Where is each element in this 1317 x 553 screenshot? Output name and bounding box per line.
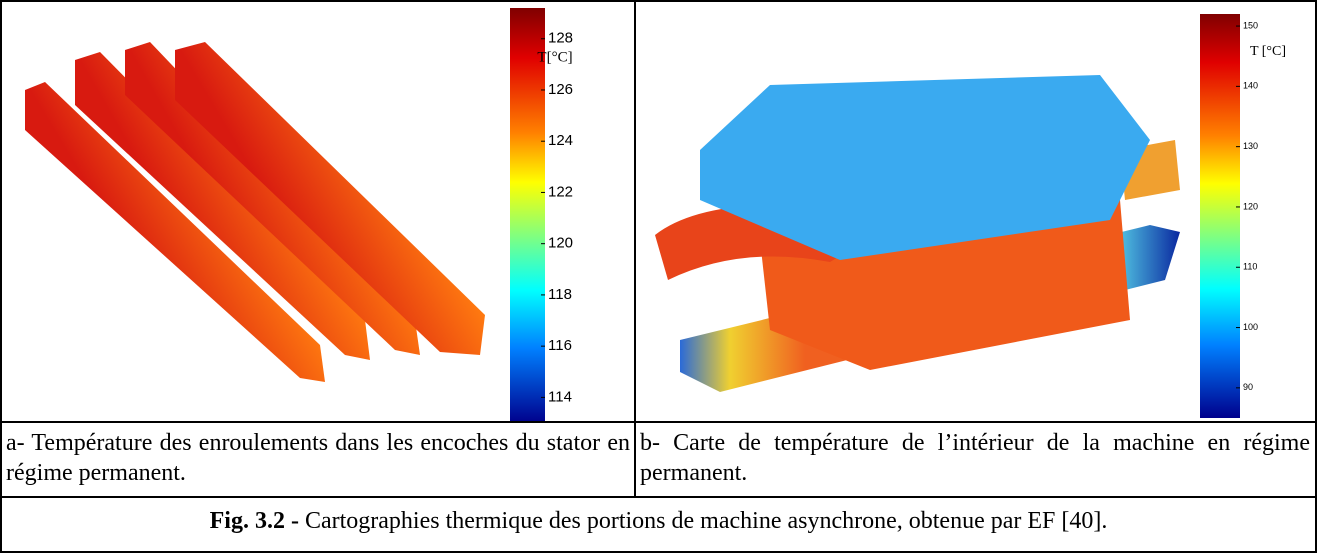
- figure: 114116118120122124126128T[°C]90100110120…: [0, 0, 1317, 553]
- caption: a- Température des enroulements dans les…: [2, 422, 634, 496]
- figure-label: Fig. 3.2 -: [210, 508, 299, 534]
- figure-caption: Fig. 3.2 - Cartographies thermique des p…: [0, 498, 1317, 551]
- figure-text: Cartographies thermique des portions de …: [299, 508, 1107, 534]
- caption: b- Carte de température de l’intérieur d…: [636, 422, 1314, 496]
